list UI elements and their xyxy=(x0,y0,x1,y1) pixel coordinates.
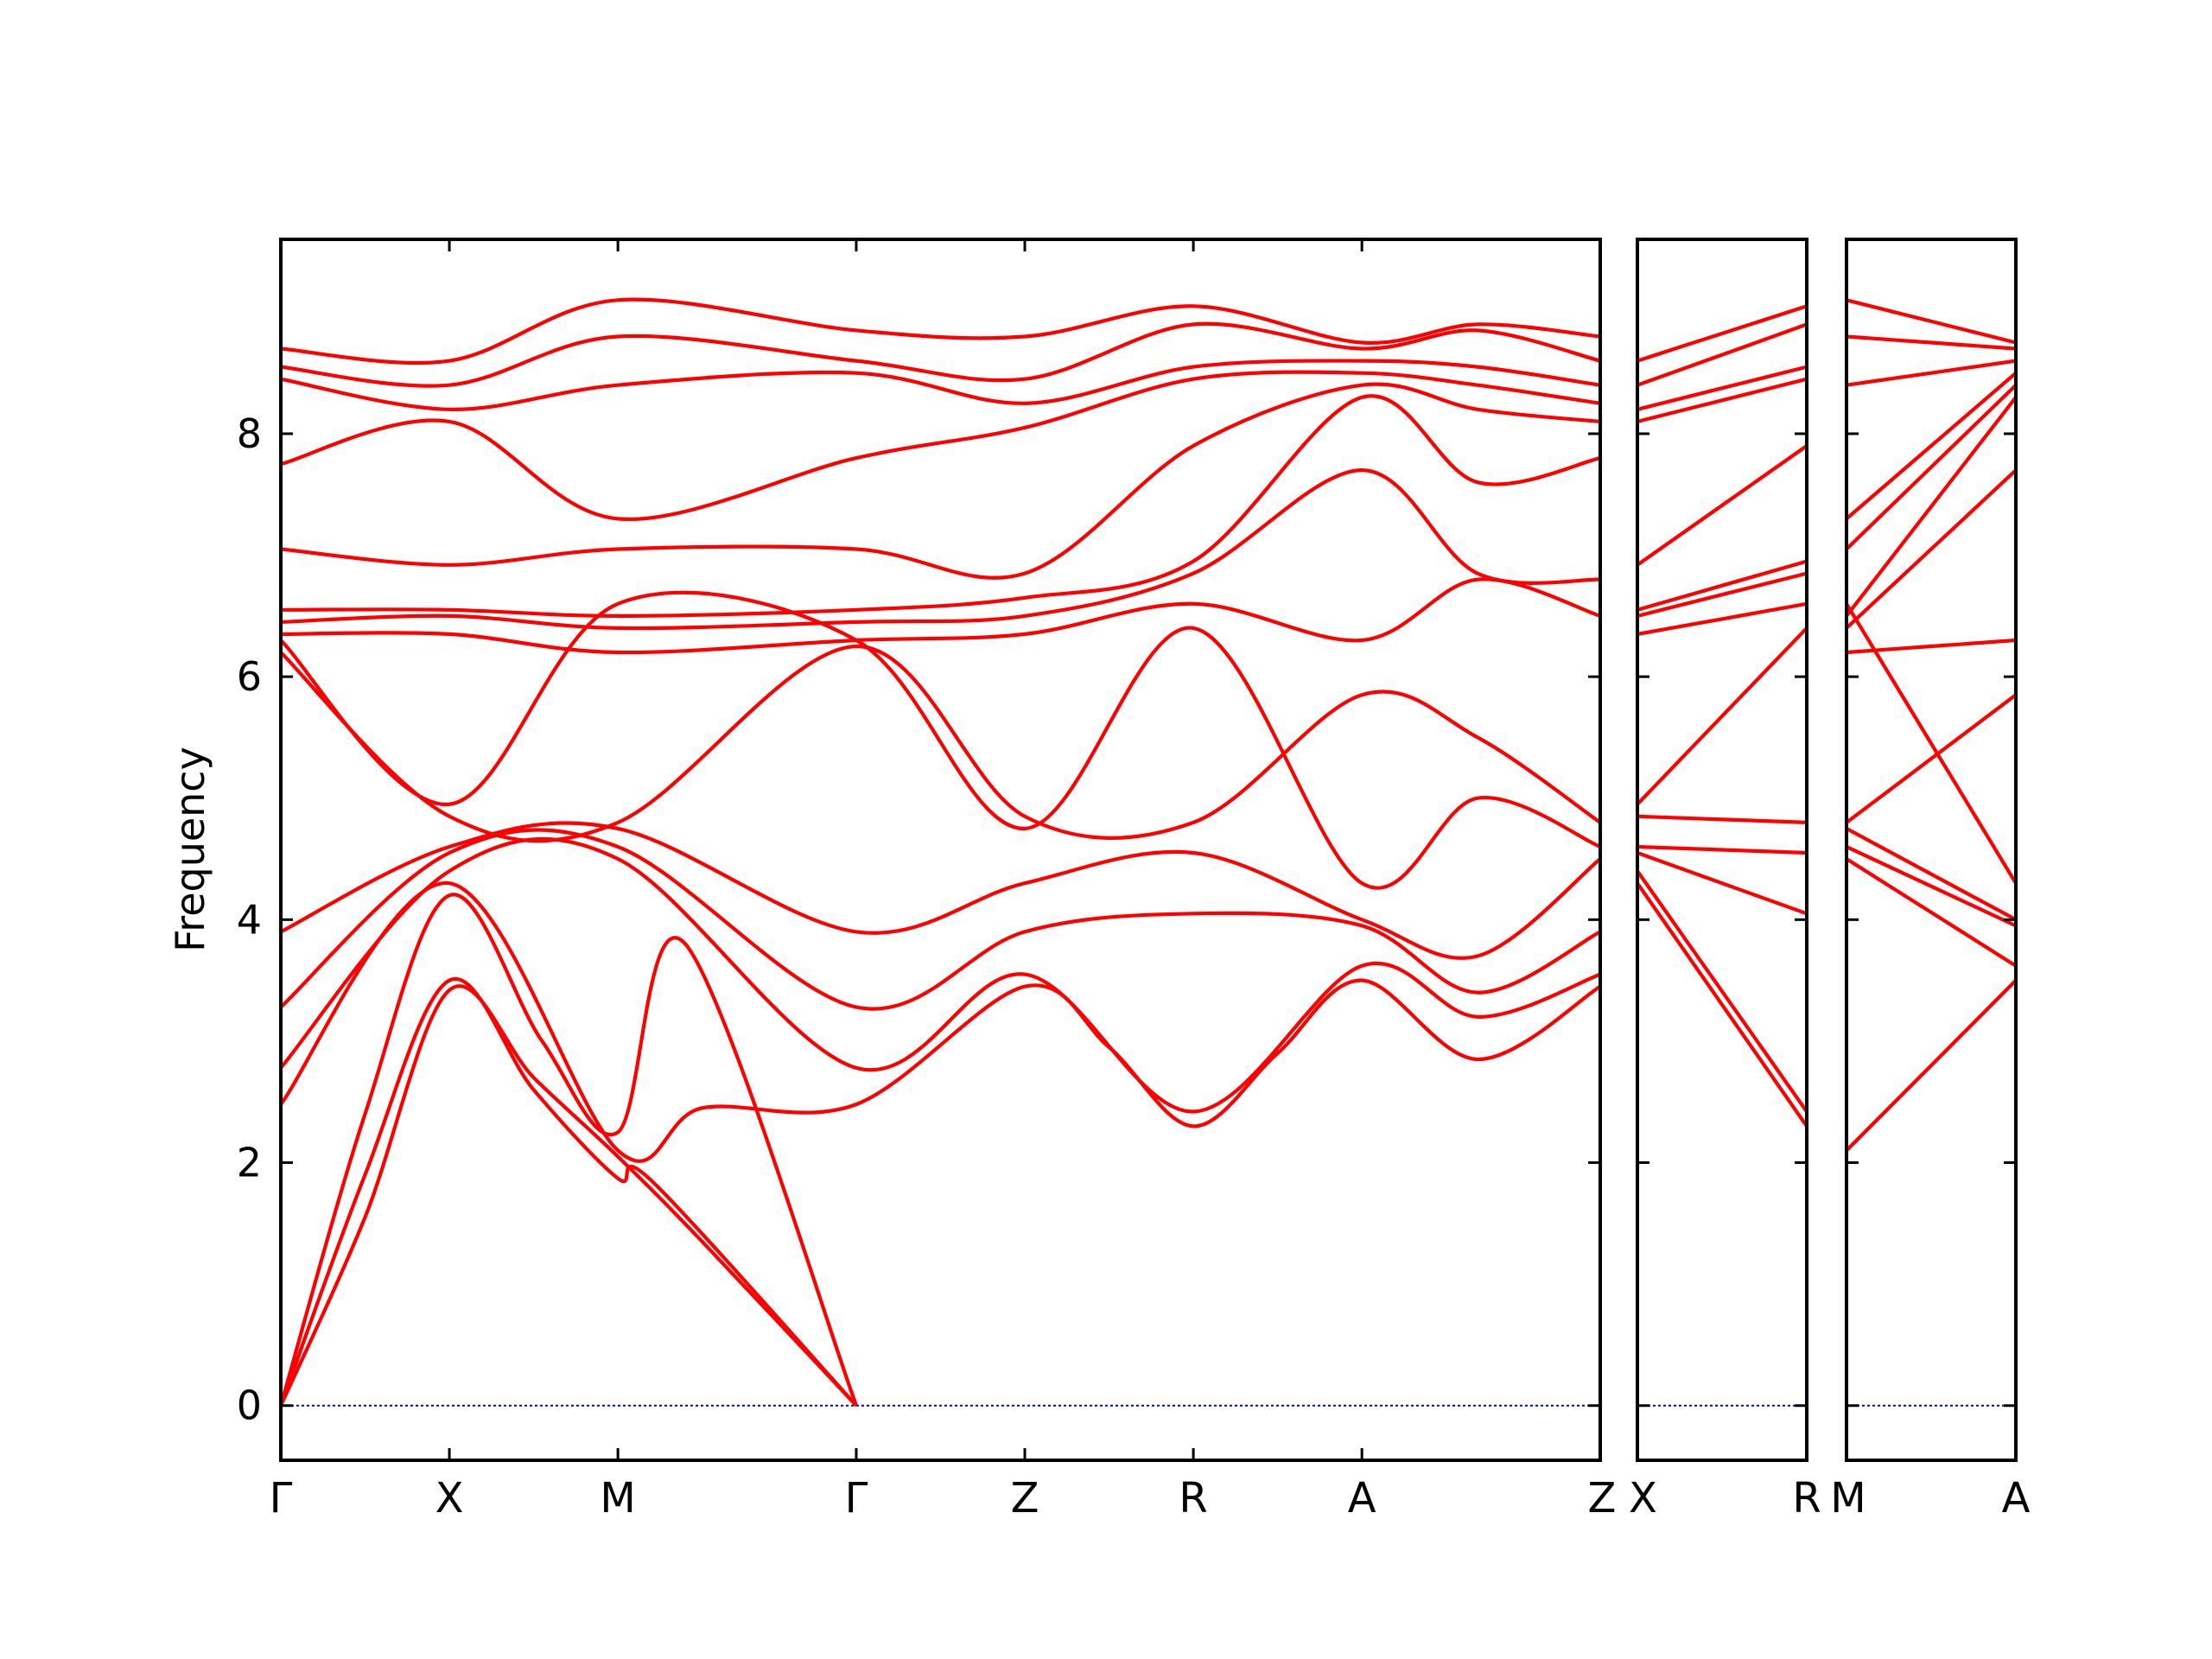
band-line-9 xyxy=(1637,444,1807,567)
x-tick-label: Γ xyxy=(845,1474,868,1522)
x-tick-label: R xyxy=(1792,1474,1821,1522)
x-tick-label: Γ xyxy=(270,1474,293,1522)
band-line-8 xyxy=(281,590,1600,890)
x-tick-label: X xyxy=(435,1474,464,1522)
band-line-8 xyxy=(1637,559,1807,612)
band-line-5 xyxy=(1637,626,1807,806)
band-line-1 xyxy=(1847,857,2016,968)
band-group xyxy=(1637,304,1807,1128)
band-line-5 xyxy=(281,828,1600,1011)
x-tick-label: Z xyxy=(1011,1474,1039,1522)
band-line-13 xyxy=(281,370,1600,522)
x-tick-label: M xyxy=(600,1474,635,1522)
band-line-3 xyxy=(1847,827,2016,922)
band-line-12 xyxy=(1847,334,2016,351)
band-line-8 xyxy=(1847,396,2016,618)
y-tick-label: 2 xyxy=(237,1140,262,1186)
band-line-16 xyxy=(281,297,1600,365)
x-tick-label: A xyxy=(2002,1474,2031,1522)
x-tick-label: X xyxy=(1629,1474,1657,1522)
band-line-13 xyxy=(1847,298,2016,345)
band-group xyxy=(281,297,1600,1408)
band-line-11 xyxy=(1847,359,2016,387)
band-line-0 xyxy=(281,984,858,1408)
x-tick-label: M xyxy=(1830,1474,1866,1522)
band-line-7 xyxy=(281,644,1600,843)
band-line-5 xyxy=(1847,602,2016,885)
band-line-7 xyxy=(1637,571,1807,618)
band-line-9 xyxy=(281,577,1600,655)
band-line-0 xyxy=(1637,881,1807,1128)
band-line-0 xyxy=(1847,979,2016,1152)
axes-frame xyxy=(1845,238,2018,1462)
band-line-11 xyxy=(1637,365,1807,411)
y-tick-label: 4 xyxy=(237,896,262,943)
band-line-9 xyxy=(1847,384,2016,551)
axes-frame xyxy=(279,238,1602,1462)
band-line-11 xyxy=(281,394,1600,618)
y-tick-label: 0 xyxy=(237,1382,262,1429)
band-line-7 xyxy=(1847,468,2016,630)
band-line-6 xyxy=(281,821,1600,960)
axes-frame xyxy=(1636,238,1808,1462)
x-tick-label: R xyxy=(1179,1474,1207,1522)
band-line-10 xyxy=(1847,372,2016,520)
band-line-6 xyxy=(1847,638,2016,655)
x-tick-label: Z xyxy=(1588,1474,1617,1522)
band-line-4 xyxy=(1637,814,1807,824)
y-tick-label: 6 xyxy=(237,653,262,700)
band-line-13 xyxy=(1637,304,1807,363)
band-line-14 xyxy=(281,359,1600,411)
band-line-2 xyxy=(1637,851,1807,916)
y-axis-label: Frequency xyxy=(167,747,213,952)
band-line-1 xyxy=(1637,869,1807,1113)
band-line-2 xyxy=(1847,845,2016,928)
band-line-15 xyxy=(281,321,1600,388)
panel-main: 0 2 4 6 8 Γ X M Γ Z R A Z xyxy=(237,238,1617,1522)
band-line-12 xyxy=(1637,322,1807,387)
x-tick-label: A xyxy=(1348,1474,1376,1522)
band-line-3 xyxy=(281,881,1600,1163)
band-group xyxy=(1847,298,2016,1152)
band-line-4 xyxy=(1847,693,2016,824)
y-tick-label: 8 xyxy=(237,410,262,457)
band-line-4 xyxy=(281,836,1600,1114)
band-line-10 xyxy=(1637,377,1807,423)
band-line-2 xyxy=(281,893,858,1407)
band-line-12 xyxy=(281,382,1600,580)
band-line-3 xyxy=(1637,844,1807,855)
band-line-6 xyxy=(1637,601,1807,636)
band-line-1 xyxy=(281,976,858,1408)
band-line-10 xyxy=(281,468,1600,631)
